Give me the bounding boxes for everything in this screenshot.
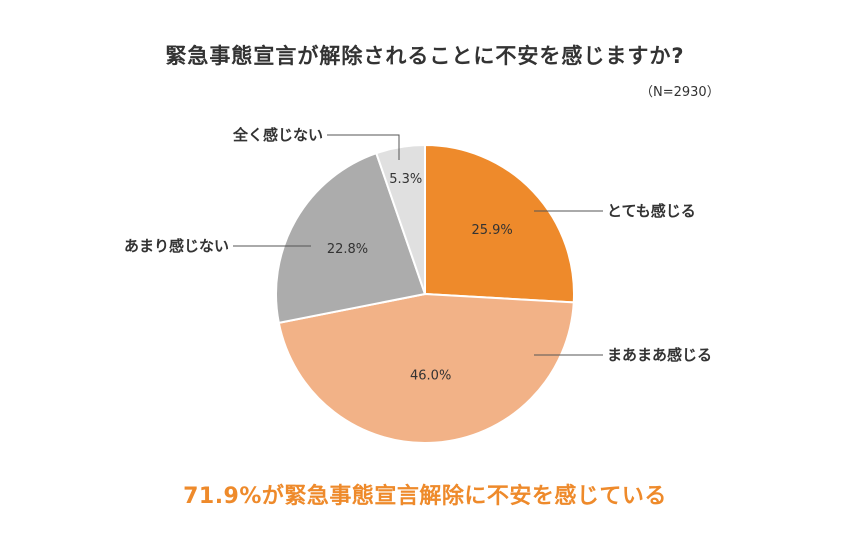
slice-4-wedge	[375, 143, 426, 295]
slice-4-category-label: 全く感じない	[232, 126, 323, 144]
slice-1-category-label: とても感じる	[607, 202, 696, 220]
slice-2-value-label: 46.0%	[410, 368, 451, 383]
slice-1-wedge	[424, 143, 575, 304]
slice-2-category-label: まあまあ感じる	[607, 346, 712, 364]
slice-1-value-label: 25.9%	[471, 223, 512, 238]
slice-4-leader-line	[327, 134, 400, 160]
slice-3-category-label: あまり感じない	[124, 237, 229, 255]
slice-4-value-label: 5.3%	[389, 172, 422, 187]
slice-3-value-label: 22.8%	[327, 242, 368, 257]
summary-caption: 71.9%が緊急事態宣言解除に不安を感じている	[183, 484, 667, 509]
sample-size-note: （N=2930）	[640, 85, 720, 100]
chart-title: 緊急事態宣言が解除されることに不安を感じますか?	[165, 44, 685, 68]
slice-2-wedge	[277, 292, 575, 444]
slice-3-wedge	[275, 151, 427, 325]
